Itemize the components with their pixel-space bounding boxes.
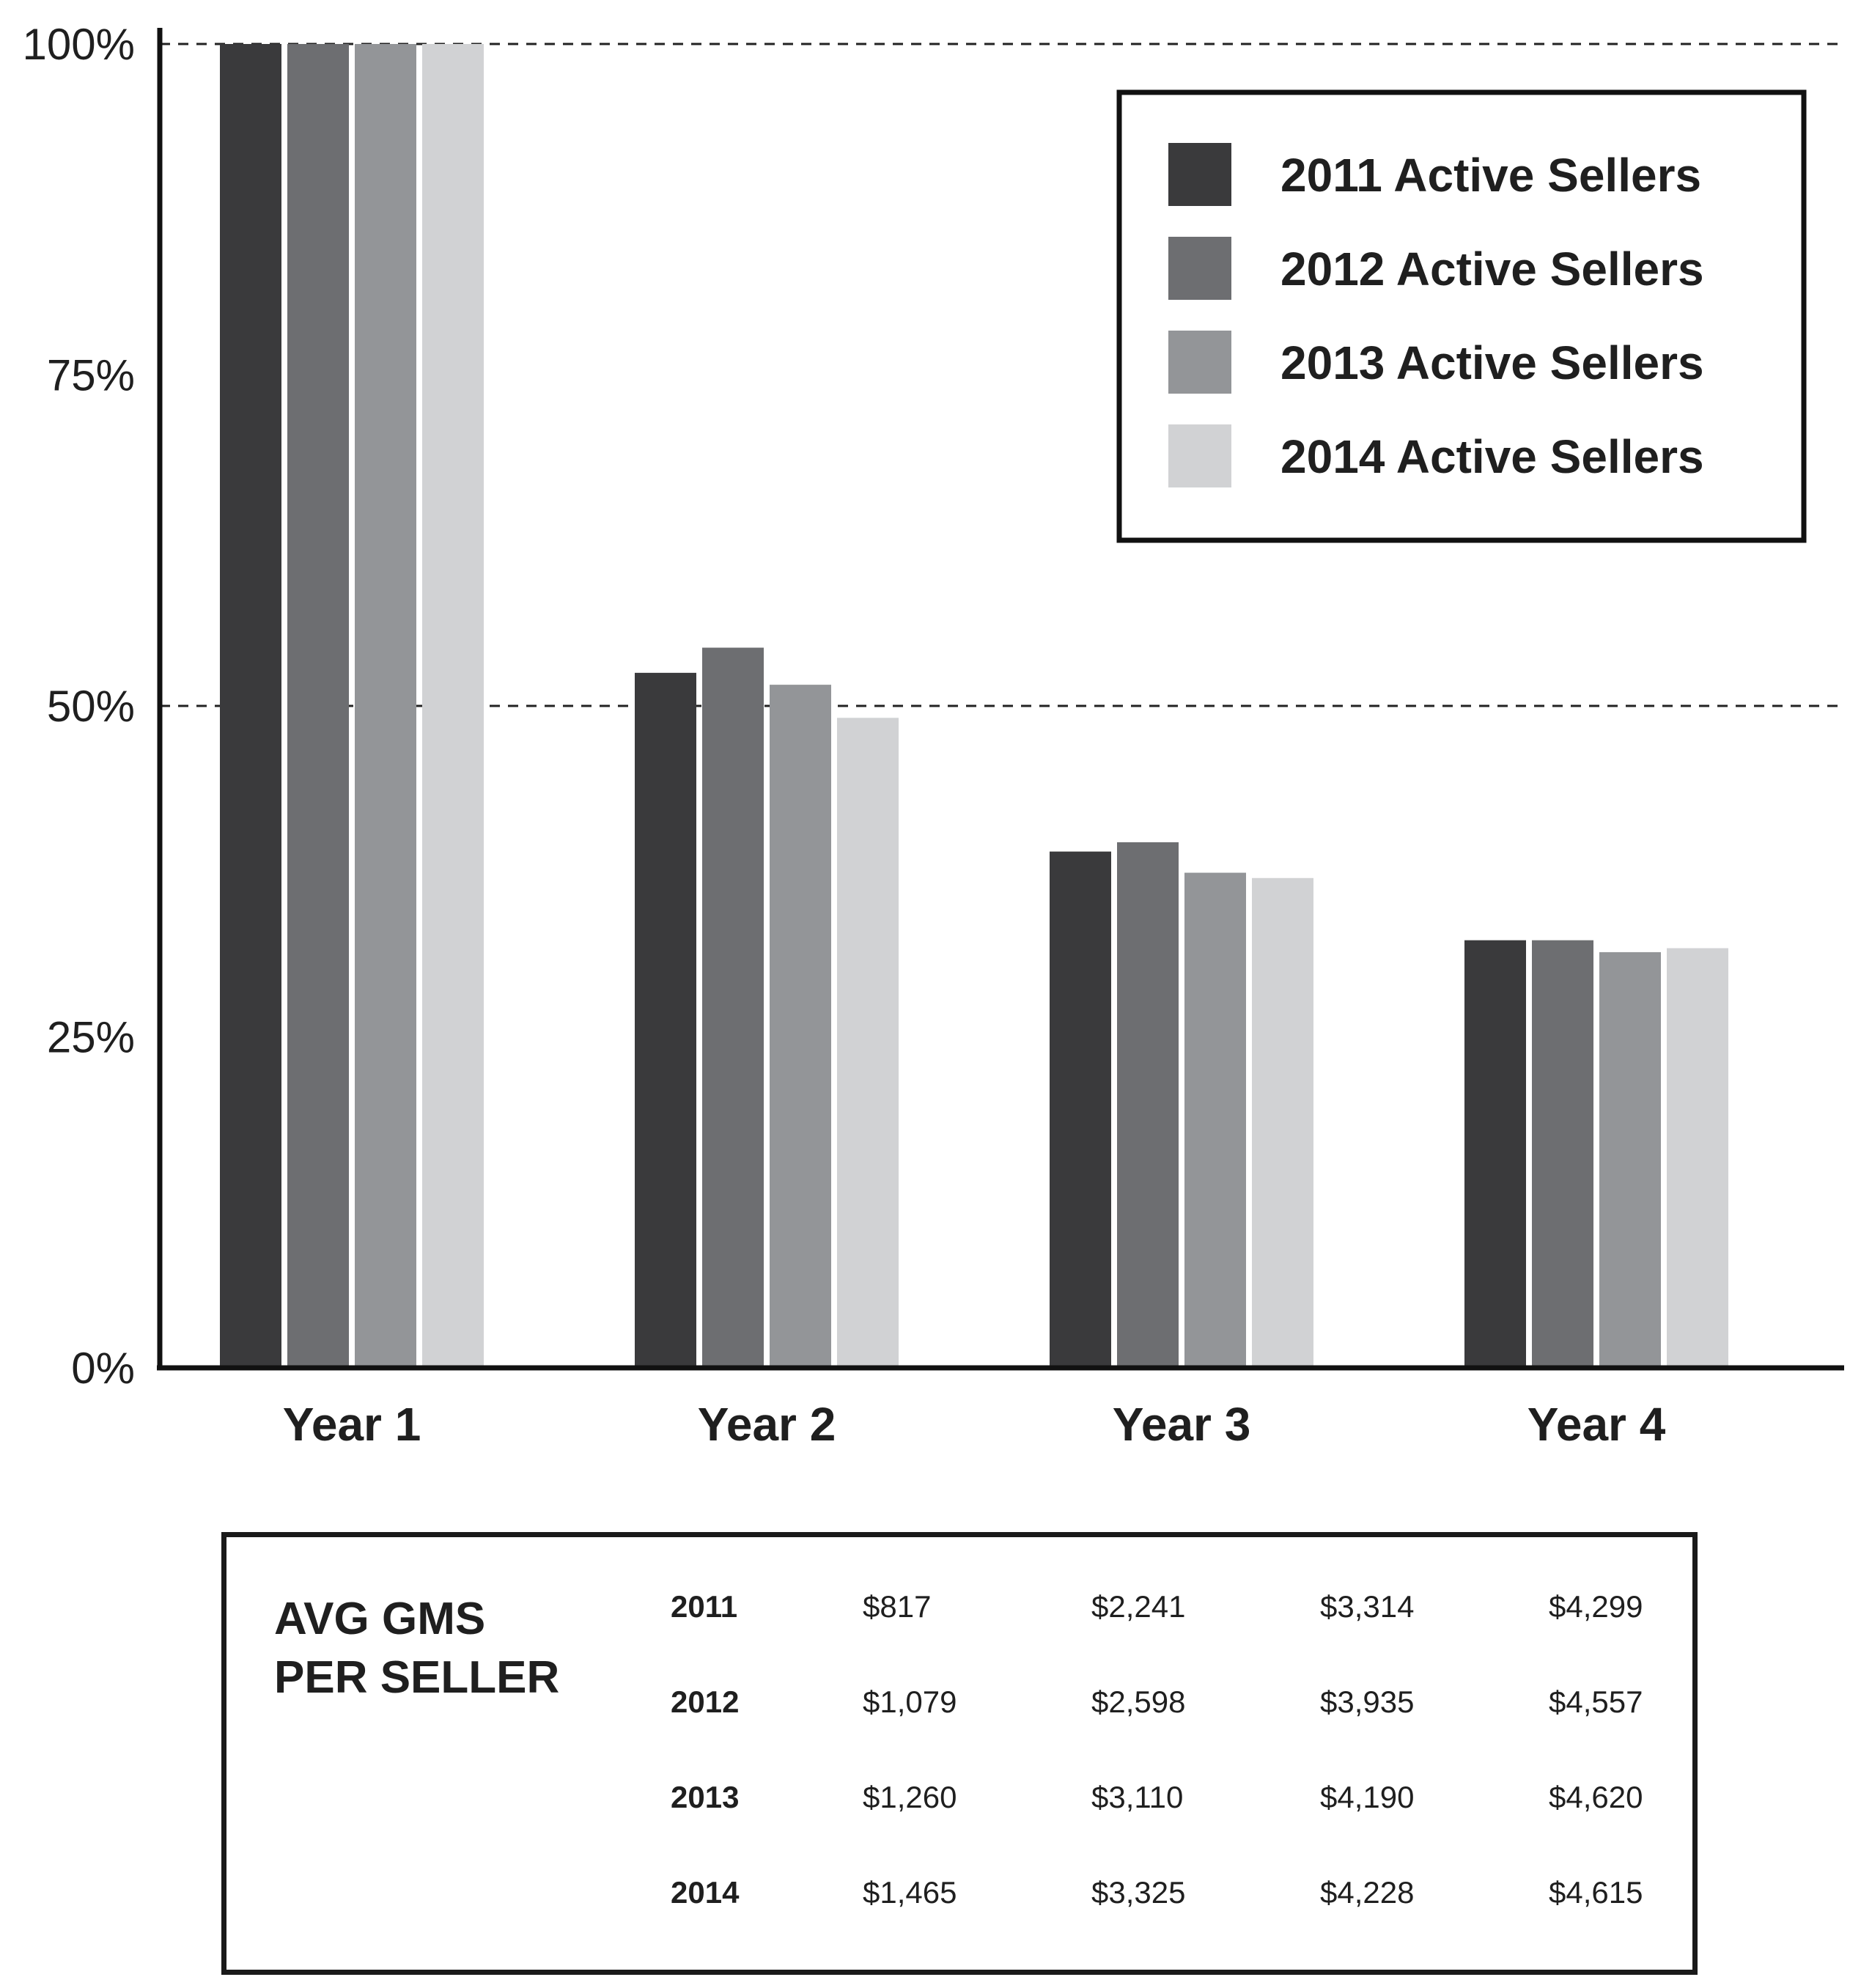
bar-year2-2011 [635, 672, 696, 1368]
bar-year4-2011 [1464, 940, 1526, 1368]
legend-label: 2011 Active Sellers [1280, 149, 1701, 202]
y-tick-label: 75% [47, 351, 135, 400]
gms-row-year: 2013 [671, 1780, 740, 1814]
gms-cell-year4: $4,557 [1549, 1685, 1643, 1719]
bar-year2-2014 [837, 718, 899, 1368]
gms-cell-year1: $1,079 [863, 1685, 957, 1719]
gms-cell-year3: $4,228 [1320, 1875, 1415, 1910]
gms-cell-year3: $3,935 [1320, 1685, 1415, 1719]
bar-year4-2013 [1599, 951, 1661, 1368]
legend-swatch [1168, 331, 1231, 394]
gms-cell-year3: $3,314 [1320, 1589, 1415, 1624]
gms-cell-year1: $1,465 [863, 1875, 957, 1910]
legend-swatch [1168, 424, 1231, 487]
legend-label: 2013 Active Sellers [1280, 336, 1704, 389]
bar-year2-2012 [702, 647, 764, 1368]
bar-year1-2013 [355, 44, 416, 1368]
legend-box [1116, 89, 1807, 543]
avg-gms-title-line2: PER SELLER [274, 1652, 560, 1703]
gms-cell-year4: $4,615 [1549, 1875, 1643, 1910]
bar-year2-2013 [770, 685, 831, 1368]
bar-year3-2012 [1117, 842, 1179, 1368]
bar-year4-2012 [1532, 940, 1593, 1368]
legend-swatch [1168, 143, 1231, 206]
bar-chart: 0% 25% 50% 75% 100% Year 1 Year 2 Year 3 Year 4… [23, 20, 1844, 1451]
legend-label: 2014 Active Sellers [1280, 430, 1704, 483]
gms-row-year: 2012 [671, 1685, 740, 1719]
bar-year3-2014 [1252, 877, 1313, 1368]
gms-cell-year4: $4,299 [1549, 1589, 1643, 1624]
bar-year1-2014 [422, 44, 484, 1368]
gms-cell-year3: $4,190 [1320, 1780, 1415, 1814]
bar-year3-2013 [1184, 872, 1246, 1368]
legend-swatch [1168, 237, 1231, 300]
avg-gms-title-line1: AVG GMS [274, 1594, 486, 1644]
bar-year1-2011 [220, 44, 281, 1368]
y-tick-label: 50% [47, 682, 135, 731]
y-tick-label: 25% [47, 1013, 135, 1062]
y-tick-label: 100% [23, 20, 135, 69]
x-tick-label: Year 3 [1113, 1398, 1251, 1451]
gms-cell-year2: $3,110 [1091, 1780, 1184, 1814]
x-tick-label: Year 4 [1528, 1398, 1666, 1451]
bar-year3-2011 [1050, 851, 1111, 1368]
bar-year4-2014 [1667, 948, 1728, 1368]
bar-year1-2012 [287, 44, 349, 1368]
gms-cell-year1: $817 [863, 1589, 932, 1624]
x-tick-label: Year 2 [698, 1398, 836, 1451]
gms-row-2013: 2013 $1,260 $3,110 $4,190 $4,620 [226, 1780, 1692, 1824]
gms-row-2014: 2014 $1,465 $3,325 $4,228 $4,615 [226, 1875, 1692, 1919]
gms-cell-year2: $2,241 [1091, 1589, 1186, 1624]
gms-cell-year2: $2,598 [1091, 1685, 1186, 1719]
x-tick-label: Year 1 [283, 1398, 421, 1451]
gms-row-2011: 2011 $817 $2,241 $3,314 $4,299 [226, 1589, 1692, 1633]
gms-cell-year2: $3,325 [1091, 1875, 1186, 1910]
avg-gms-title: AVG GMS PER SELLER [274, 1590, 559, 1707]
gms-row-year: 2011 [671, 1589, 738, 1624]
avg-gms-table: AVG GMS PER SELLER 2011 $817 $2,241 $3,3… [221, 1532, 1698, 1975]
gms-cell-year4: $4,620 [1549, 1780, 1643, 1814]
gms-row-year: 2014 [671, 1875, 740, 1910]
gms-row-2012: 2012 $1,079 $2,598 $3,935 $4,557 [226, 1685, 1692, 1729]
gms-cell-year1: $1,260 [863, 1780, 957, 1814]
y-tick-label: 0% [71, 1344, 135, 1393]
legend-label: 2012 Active Sellers [1280, 243, 1704, 295]
